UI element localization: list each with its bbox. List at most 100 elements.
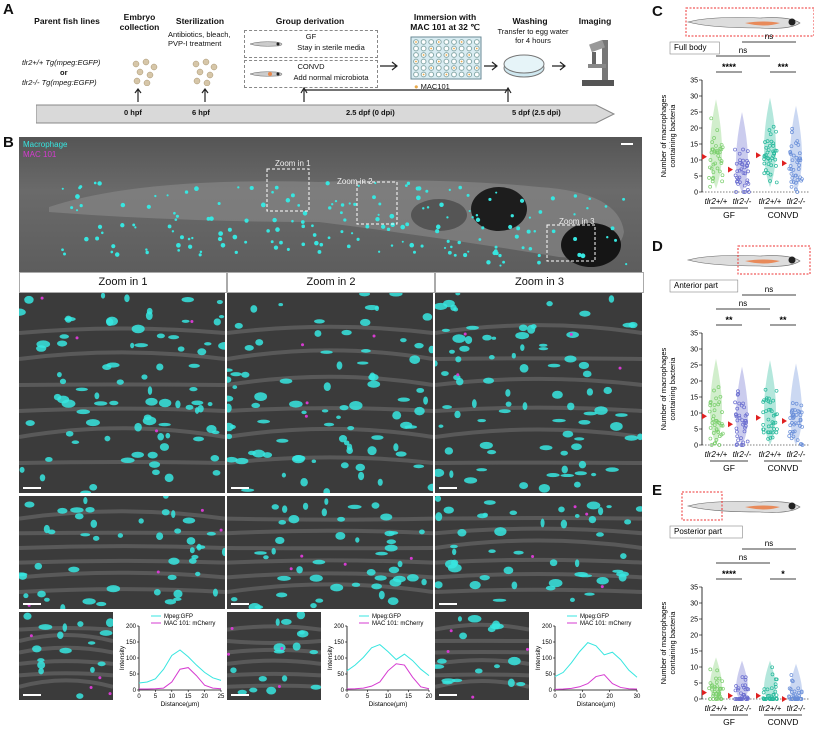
data-point bbox=[773, 157, 778, 162]
data-point bbox=[769, 409, 774, 414]
y-axis-label-2: containing bacteria bbox=[668, 611, 677, 675]
data-point bbox=[800, 177, 804, 181]
data-point bbox=[710, 683, 715, 688]
x-axis-label: Distance(μm) bbox=[161, 701, 200, 708]
data-point bbox=[792, 422, 796, 427]
data-point bbox=[764, 409, 768, 414]
data-point bbox=[745, 164, 749, 168]
data-point bbox=[789, 179, 794, 184]
data-point bbox=[790, 408, 795, 412]
washing-desc: Transfer to egg water for 4 hours bbox=[497, 27, 569, 45]
time-2: 2.5 dpf (0 dpi) bbox=[346, 108, 395, 117]
data-point bbox=[717, 156, 722, 161]
data-point bbox=[715, 166, 720, 171]
sig-label-ko: ns bbox=[765, 285, 773, 294]
scale-bar bbox=[231, 603, 249, 605]
data-point bbox=[741, 440, 746, 445]
data-point bbox=[734, 161, 739, 166]
data-point bbox=[771, 144, 776, 148]
data-point bbox=[790, 158, 795, 163]
data-point bbox=[733, 400, 737, 405]
group-label: GF bbox=[723, 463, 735, 473]
data-point bbox=[740, 683, 745, 688]
sig-label: *** bbox=[778, 62, 789, 72]
data-point bbox=[795, 178, 800, 182]
mac-legend-text: MAC101 bbox=[420, 82, 450, 91]
y-axis-label: Number of macrophages bbox=[659, 94, 668, 177]
sig-label: **** bbox=[722, 62, 737, 72]
y-tick-label: 50 bbox=[129, 672, 136, 678]
median-marker bbox=[756, 692, 761, 699]
data-point bbox=[708, 158, 713, 162]
data-point bbox=[795, 190, 800, 194]
data-point bbox=[718, 686, 722, 691]
data-point bbox=[797, 151, 802, 156]
x-tick-label: 10 bbox=[385, 694, 392, 700]
data-point bbox=[710, 177, 715, 181]
data-point bbox=[741, 443, 745, 447]
y-axis-label: Number of macrophages bbox=[659, 601, 668, 684]
data-point bbox=[768, 436, 773, 440]
larva-schematic bbox=[686, 501, 801, 513]
data-point bbox=[712, 423, 717, 427]
data-point bbox=[735, 418, 740, 423]
timeline-arrow bbox=[35, 103, 616, 125]
x-category-label: tlr2-/- bbox=[733, 197, 752, 206]
data-point bbox=[800, 424, 804, 429]
zoom3-header: Zoom in 3 bbox=[435, 272, 644, 293]
gf-box: GF Stay in sterile media bbox=[244, 30, 378, 58]
data-point bbox=[775, 427, 779, 432]
subtitle: Posterior part bbox=[674, 527, 723, 536]
y-tick-label: 35 bbox=[690, 585, 698, 592]
y-tick-label: 25 bbox=[690, 110, 698, 117]
data-point bbox=[717, 434, 722, 439]
data-point bbox=[720, 410, 724, 414]
x-tick-label: 25 bbox=[218, 694, 225, 700]
time-0: 0 hpf bbox=[124, 108, 142, 117]
sig-label: ** bbox=[779, 315, 787, 325]
data-point bbox=[741, 190, 746, 194]
data-point bbox=[719, 159, 724, 163]
data-point bbox=[799, 410, 804, 415]
y-tick-label: 20 bbox=[690, 633, 698, 640]
data-point bbox=[794, 401, 799, 406]
larva-icon bbox=[249, 41, 283, 47]
data-point bbox=[710, 687, 714, 692]
data-point bbox=[743, 677, 748, 682]
data-point bbox=[770, 672, 775, 677]
data-point bbox=[789, 171, 794, 176]
data-point bbox=[766, 171, 770, 175]
data-point bbox=[796, 690, 801, 695]
y-tick-label: 35 bbox=[690, 78, 698, 85]
y-tick-label: 0 bbox=[133, 688, 137, 694]
legend-label: Mpeg:GFP bbox=[372, 614, 401, 620]
data-point bbox=[709, 443, 714, 447]
data-point bbox=[714, 676, 718, 681]
data-point bbox=[790, 401, 795, 405]
data-point bbox=[789, 690, 794, 694]
data-point bbox=[798, 418, 803, 423]
data-point bbox=[715, 150, 719, 155]
data-point bbox=[717, 443, 722, 447]
x-category-label: tlr2+/+ bbox=[705, 450, 728, 459]
arrow-right-icon bbox=[380, 58, 400, 76]
y-tick-label: 15 bbox=[690, 395, 698, 402]
data-point bbox=[719, 423, 724, 428]
data-point bbox=[772, 427, 776, 431]
data-point bbox=[743, 675, 748, 680]
data-point bbox=[773, 689, 778, 694]
whole-larva-image: Macrophage MAC 101 Zoom in 1 Zoom in 2 Z… bbox=[19, 137, 642, 272]
subtitle: Anterior part bbox=[674, 281, 719, 290]
x-category-label: tlr2+/+ bbox=[759, 450, 782, 459]
data-point bbox=[715, 684, 719, 688]
scale-bar bbox=[621, 143, 633, 145]
data-point bbox=[742, 405, 746, 410]
data-point bbox=[762, 398, 766, 403]
scale-bar bbox=[231, 487, 249, 489]
zoom2-detail-image bbox=[227, 496, 433, 609]
data-point bbox=[742, 429, 747, 434]
data-point bbox=[745, 180, 749, 185]
y-axis-label: Intensity bbox=[535, 645, 542, 670]
data-point bbox=[738, 160, 743, 165]
